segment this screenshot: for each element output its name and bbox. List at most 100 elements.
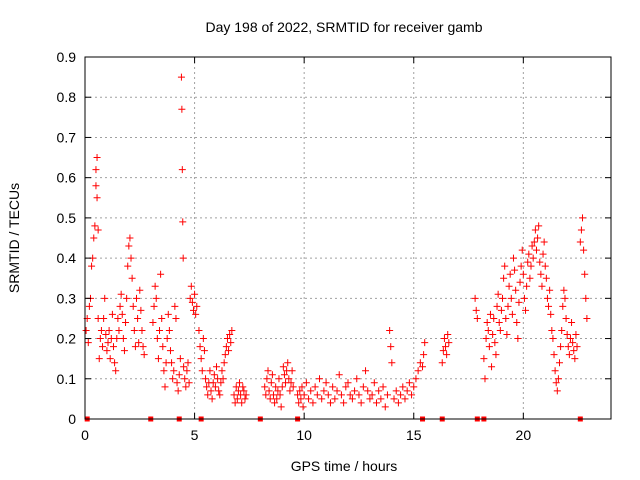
data-point	[492, 351, 500, 359]
data-point	[580, 246, 588, 254]
data-point	[516, 278, 524, 286]
data-point	[302, 379, 310, 387]
data-point	[180, 363, 188, 371]
data-point	[95, 355, 103, 363]
data-point	[103, 347, 111, 355]
data-point	[184, 359, 192, 367]
data-point	[227, 339, 235, 347]
data-point	[558, 327, 566, 335]
data-point	[130, 327, 138, 335]
data-point	[140, 351, 148, 359]
data-point	[187, 282, 195, 290]
data-point	[101, 294, 109, 302]
data-point	[298, 383, 306, 391]
data-point	[532, 246, 540, 254]
data-point	[471, 294, 479, 302]
data-point	[100, 314, 108, 322]
data-point	[473, 314, 481, 322]
data-point	[484, 327, 492, 335]
grid	[85, 57, 611, 419]
data-point	[195, 327, 203, 335]
data-point	[105, 327, 113, 335]
data-point	[228, 327, 236, 335]
data-point	[335, 371, 343, 379]
data-point	[92, 182, 100, 190]
data-point	[535, 222, 543, 230]
data-point	[122, 318, 130, 326]
data-point	[159, 343, 167, 351]
data-point	[392, 387, 400, 395]
data-point	[193, 302, 201, 310]
data-point	[218, 367, 226, 375]
data-point	[549, 335, 557, 343]
data-point	[226, 331, 234, 339]
data-point	[320, 387, 328, 395]
y-tick-label: 0.3	[57, 290, 77, 306]
data-point	[351, 387, 359, 395]
data-point	[414, 367, 422, 375]
data-point	[528, 242, 536, 250]
data-point	[202, 375, 210, 383]
data-point	[84, 339, 92, 347]
data-point	[280, 371, 288, 379]
data-point	[405, 379, 413, 387]
data-point	[153, 335, 161, 343]
data-point	[150, 302, 158, 310]
data-point	[582, 294, 590, 302]
data-point	[554, 375, 562, 383]
data-point	[515, 298, 523, 306]
data-point	[401, 395, 409, 403]
data-point	[348, 395, 356, 403]
y-tick-label: 0.8	[57, 89, 77, 105]
data-point	[174, 387, 182, 395]
data-point	[512, 286, 520, 294]
data-point	[109, 343, 117, 351]
data-point	[421, 339, 429, 347]
data-point	[333, 387, 341, 395]
data-point	[569, 339, 577, 347]
data-point	[581, 270, 589, 278]
data-point	[552, 379, 560, 387]
data-point	[156, 327, 164, 335]
data-point	[171, 302, 179, 310]
data-point	[115, 327, 123, 335]
x-axis-label: GPS time / hours	[291, 458, 398, 474]
data-point	[222, 343, 230, 351]
data-point	[239, 383, 247, 391]
data-point	[191, 290, 199, 298]
data-point	[151, 282, 159, 290]
data-point	[495, 318, 503, 326]
data-point	[322, 379, 330, 387]
data-point	[394, 399, 402, 407]
data-point	[240, 387, 248, 395]
data-point	[223, 335, 231, 343]
data-point	[154, 355, 162, 363]
data-point	[175, 371, 183, 379]
data-point	[165, 327, 173, 335]
data-point	[279, 363, 287, 371]
data-point	[225, 347, 233, 355]
data-point	[82, 327, 90, 335]
data-point	[88, 262, 96, 270]
data-point	[565, 351, 573, 359]
data-point	[161, 383, 169, 391]
data-point	[284, 359, 292, 367]
data-point	[355, 391, 363, 399]
data-point	[307, 387, 315, 395]
data-point	[213, 363, 220, 371]
data-point	[381, 403, 389, 411]
y-tick-label: 0.6	[57, 170, 77, 186]
data-point	[576, 238, 584, 246]
data-point	[524, 258, 532, 266]
data-point	[399, 383, 407, 391]
y-tick-label: 0.9	[57, 49, 77, 65]
data-point	[108, 310, 116, 318]
data-point	[176, 355, 184, 363]
data-point	[198, 367, 206, 375]
data-point	[311, 383, 319, 391]
data-point	[295, 399, 303, 407]
data-points	[82, 73, 591, 422]
data-point	[169, 375, 177, 383]
data-point	[346, 391, 354, 399]
